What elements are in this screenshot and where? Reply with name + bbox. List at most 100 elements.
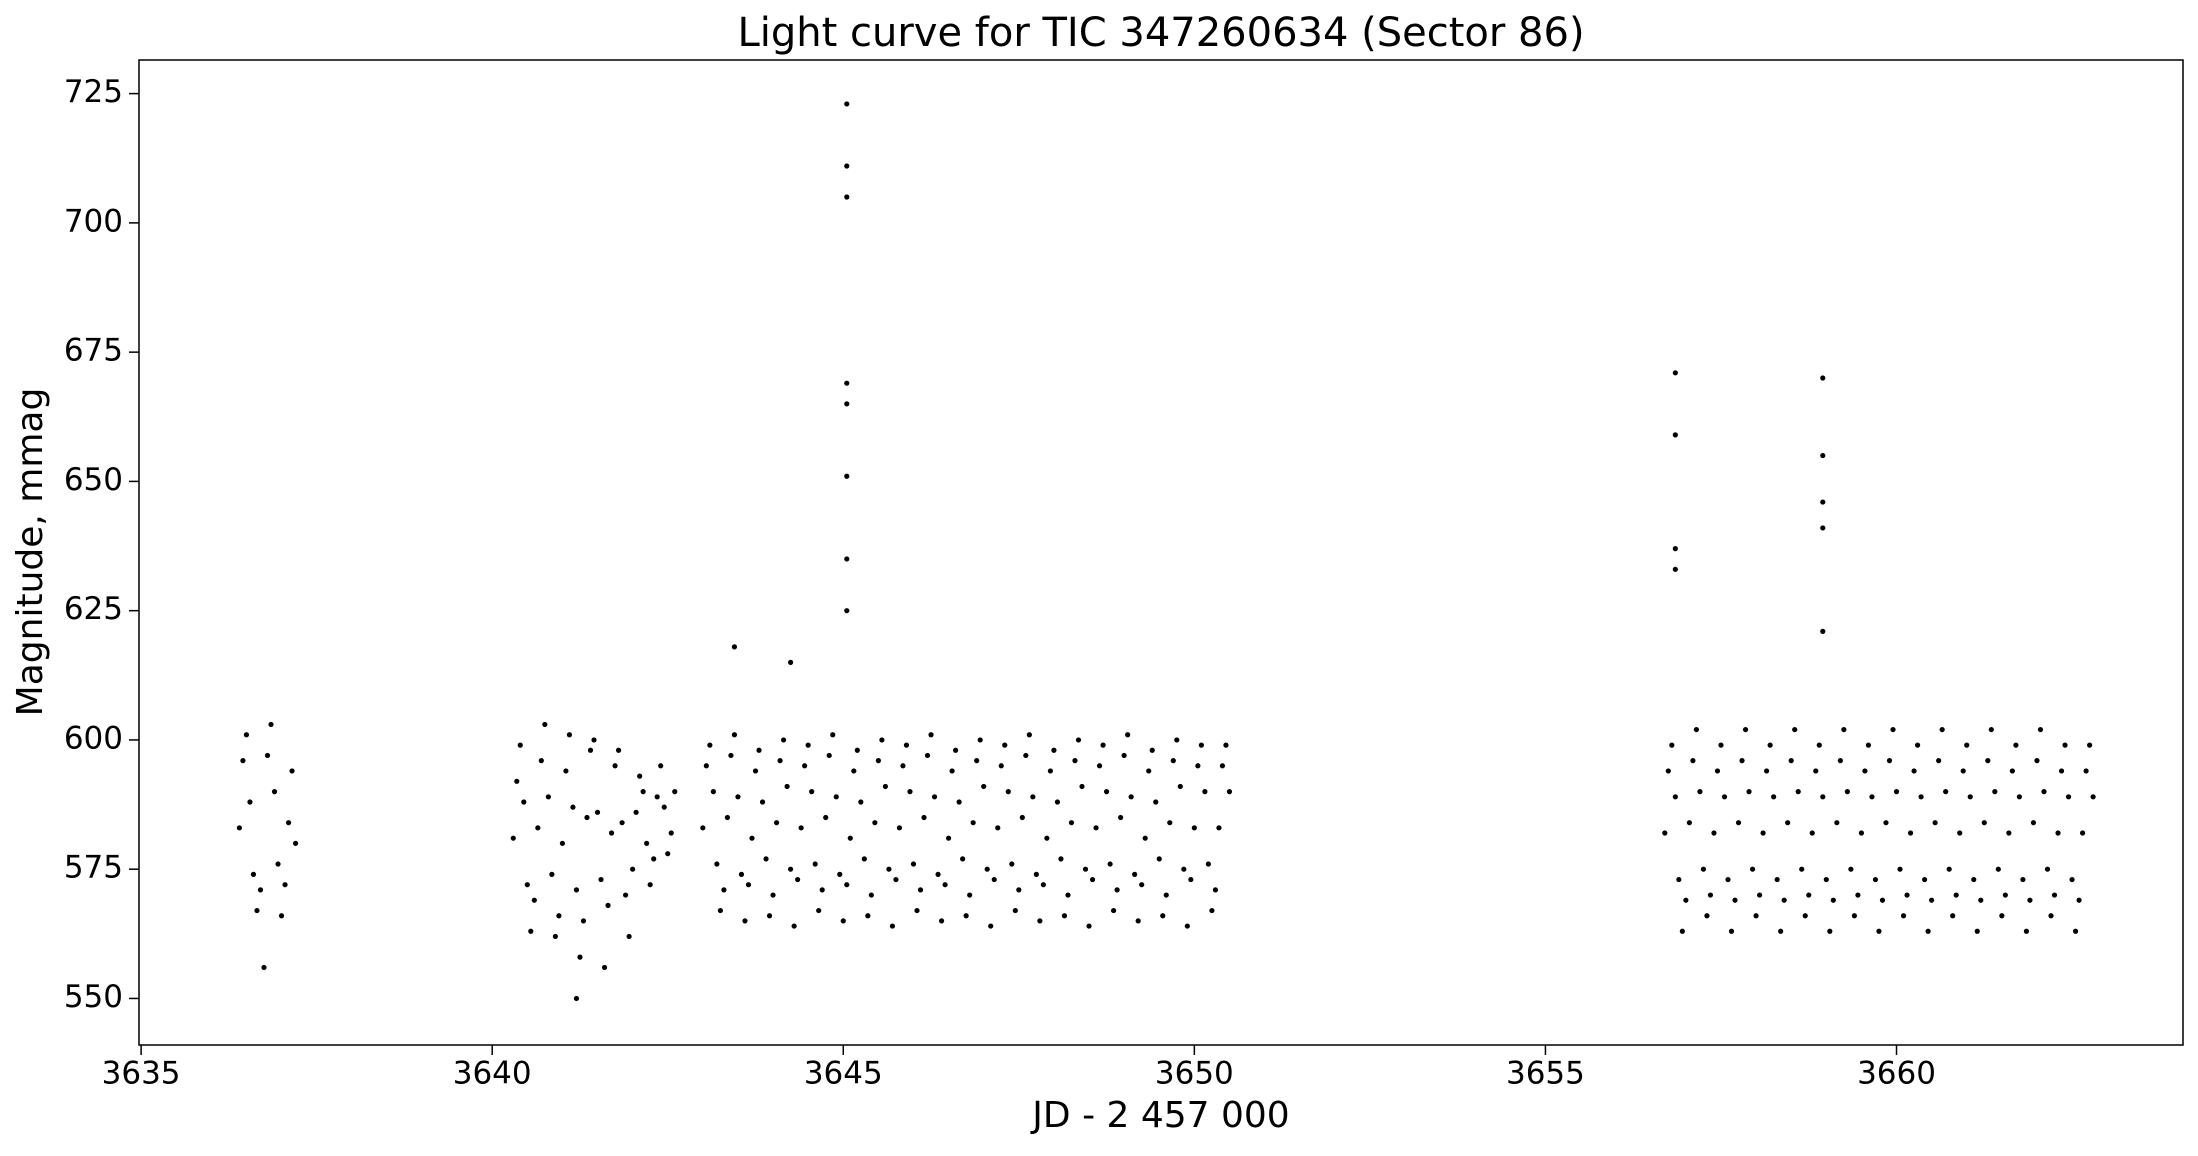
data-point	[1132, 871, 1138, 877]
data-point	[1711, 830, 1717, 836]
data-point	[1142, 835, 1148, 841]
data-point	[1082, 866, 1089, 872]
data-point	[770, 892, 776, 898]
data-point	[1900, 913, 1907, 919]
data-point	[1820, 628, 1826, 634]
data-point	[570, 804, 576, 810]
data-point	[1009, 861, 1015, 867]
data-point	[1778, 928, 1784, 934]
data-point	[510, 835, 516, 841]
data-point	[1925, 928, 1931, 934]
data-point	[777, 758, 783, 764]
y-tick-label: 550	[64, 979, 123, 1015]
y-tick-label: 575	[64, 850, 123, 886]
data-point	[1939, 726, 1945, 733]
data-point	[1837, 758, 1843, 764]
data-point	[833, 794, 839, 800]
data-point	[605, 902, 611, 908]
data-point	[974, 758, 980, 764]
data-point	[2069, 876, 2075, 883]
data-point	[1672, 794, 1678, 800]
data-point	[1226, 789, 1233, 795]
data-point	[805, 742, 811, 748]
data-point	[872, 820, 878, 826]
data-point	[1072, 758, 1078, 764]
data-point	[1865, 742, 1872, 748]
data-point	[1198, 742, 1204, 748]
data-point	[1823, 876, 1829, 883]
data-point	[1767, 742, 1773, 748]
data-point	[924, 752, 931, 759]
data-point	[738, 871, 745, 877]
data-point	[1156, 856, 1162, 862]
data-point	[1128, 794, 1134, 800]
data-point	[591, 737, 597, 743]
data-point	[587, 747, 594, 753]
data-point	[243, 732, 250, 738]
data-point	[1177, 783, 1183, 790]
data-point	[658, 763, 664, 769]
data-point	[514, 778, 520, 784]
data-point	[931, 794, 938, 800]
data-point	[1016, 887, 1022, 893]
data-point	[1999, 913, 2005, 919]
data-point	[882, 783, 889, 790]
data-point	[1872, 876, 1879, 883]
data-point	[672, 789, 678, 795]
data-point	[2083, 768, 2089, 774]
data-point	[773, 820, 780, 826]
data-point	[1978, 897, 1984, 903]
data-point	[1820, 525, 1826, 531]
data-point	[721, 887, 727, 893]
data-point	[1739, 758, 1745, 764]
data-point	[756, 747, 762, 753]
data-point	[2020, 876, 2026, 883]
data-point	[1047, 768, 1054, 774]
data-point	[875, 758, 881, 764]
data-point	[1683, 897, 1689, 903]
data-point	[851, 768, 857, 774]
y-tick-label: 725	[64, 74, 123, 110]
data-point	[619, 820, 625, 826]
data-point	[1676, 876, 1682, 883]
data-point	[2051, 892, 2058, 898]
data-point	[2037, 726, 2044, 733]
data-point	[608, 830, 615, 836]
data-point	[1146, 768, 1152, 774]
data-point	[1728, 928, 1735, 934]
data-point	[1068, 820, 1075, 826]
data-point	[2062, 742, 2068, 748]
data-point	[900, 763, 906, 769]
data-point	[1167, 820, 1173, 826]
y-tick-label: 625	[64, 591, 123, 627]
data-point	[630, 866, 636, 872]
data-point	[1988, 726, 1994, 733]
data-point	[1125, 732, 1131, 738]
data-point	[1693, 726, 1700, 733]
x-tick-label: 3640	[453, 1056, 532, 1092]
data-point	[2041, 789, 2047, 795]
data-point	[1992, 789, 1998, 795]
data-point	[2030, 820, 2037, 826]
data-point	[1135, 918, 1141, 924]
data-point	[1834, 820, 1840, 826]
data-point	[1669, 742, 1675, 748]
data-point	[1879, 897, 1886, 903]
data-point	[1749, 866, 1756, 872]
data-point	[1932, 820, 1938, 826]
data-point	[1079, 783, 1085, 790]
data-point	[970, 820, 976, 826]
data-point	[1149, 747, 1155, 753]
data-point	[1700, 866, 1707, 872]
data-point	[573, 995, 580, 1002]
data-point	[240, 758, 246, 764]
data-point	[844, 163, 850, 169]
data-point	[780, 737, 787, 743]
data-point	[517, 742, 523, 748]
data-point	[535, 825, 541, 831]
data-point	[1904, 892, 1910, 898]
data-point	[1806, 892, 1812, 898]
data-point	[1953, 892, 1959, 898]
